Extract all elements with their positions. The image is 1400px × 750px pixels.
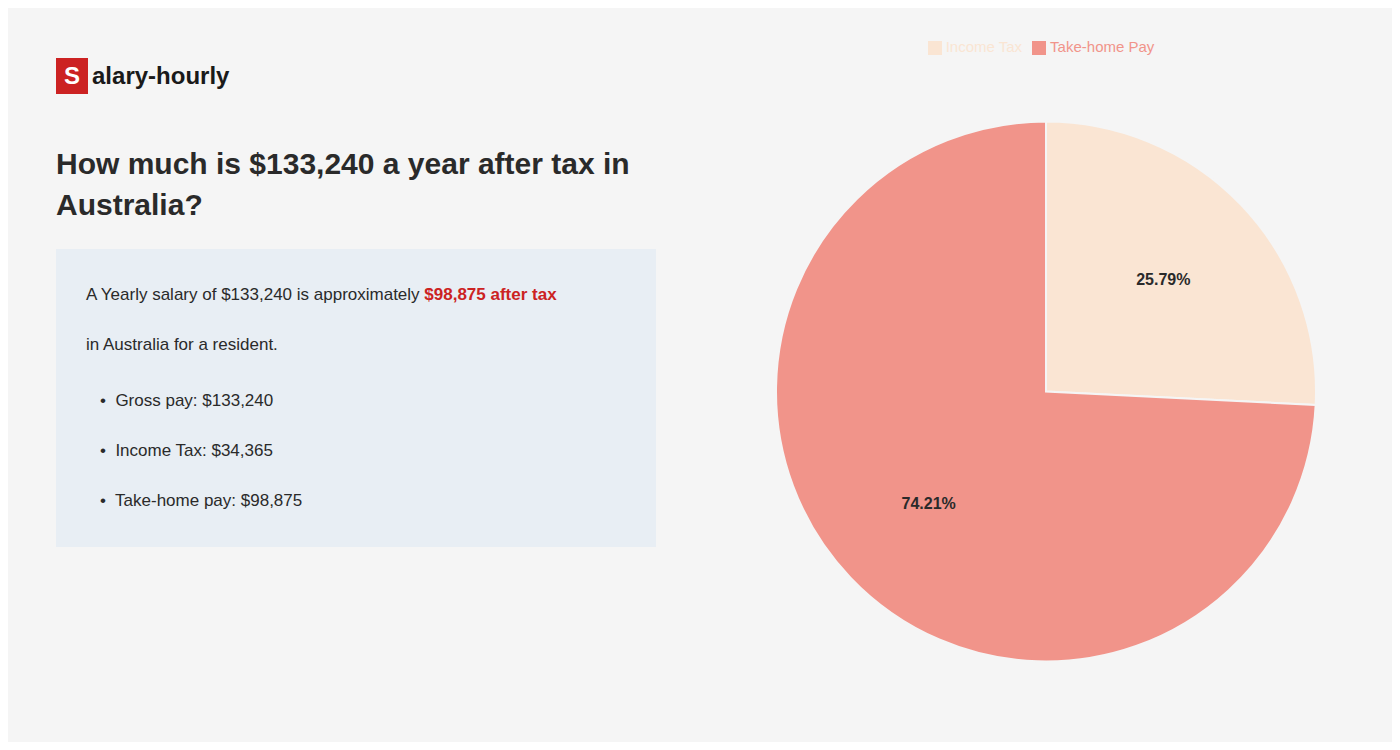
html-text:alary-hourly: alary-hourly xyxy=(92,62,230,89)
html-text:Income Tax: Income Tax xyxy=(945,38,1023,55)
html-text:A Yearly salary of $133,240 is: A Yearly salary of $133,240 is approxima… xyxy=(86,285,557,304)
svg-text:74.21%: 74.21% xyxy=(902,495,956,512)
html-text:• Income Tax: $34,365: • Income Tax: $34,365 xyxy=(100,441,273,460)
html-text:S: S xyxy=(64,62,80,89)
html-text:How much is $133,240 a year af: How much is $133,240 a year after tax in… xyxy=(56,147,630,221)
html-text:Take-home Pay: Take-home Pay xyxy=(1050,38,1155,55)
html-text:• Take-home pay: $98,875: • Take-home pay: $98,875 xyxy=(100,491,303,510)
html-text:• Gross pay: $133,240: • Gross pay: $133,240 xyxy=(100,391,274,410)
html-text:in Australia for a resident.: in Australia for a resident. xyxy=(86,335,278,354)
svg-text:25.79%: 25.79% xyxy=(1136,271,1190,288)
